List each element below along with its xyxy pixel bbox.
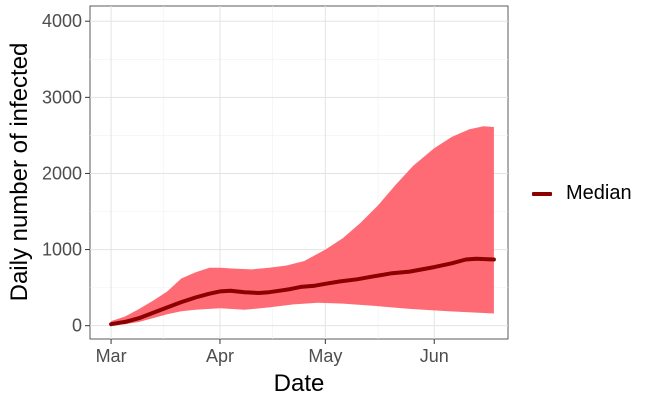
x-axis-ticks: Mar Apr May Jun xyxy=(96,339,449,366)
x-axis-label: Date xyxy=(274,370,325,397)
legend-key-median xyxy=(532,191,552,196)
y-tick-label: 3000 xyxy=(42,87,82,107)
legend-label-median: Median xyxy=(566,182,632,204)
y-axis-label: Daily number of infected xyxy=(6,43,33,302)
confidence-band xyxy=(111,126,494,325)
x-tick-label: Mar xyxy=(96,346,127,366)
x-tick-label: May xyxy=(308,346,342,366)
y-tick-label: 0 xyxy=(72,316,82,336)
legend: Median xyxy=(532,182,632,205)
y-tick-label: 1000 xyxy=(42,240,82,260)
y-tick-label: 2000 xyxy=(42,163,82,183)
y-axis-ticks: 0 1000 2000 3000 4000 xyxy=(42,11,90,336)
x-tick-label: Jun xyxy=(420,346,449,366)
median-line xyxy=(109,256,496,327)
x-tick-label: Apr xyxy=(206,346,234,366)
y-tick-label: 4000 xyxy=(42,11,82,31)
